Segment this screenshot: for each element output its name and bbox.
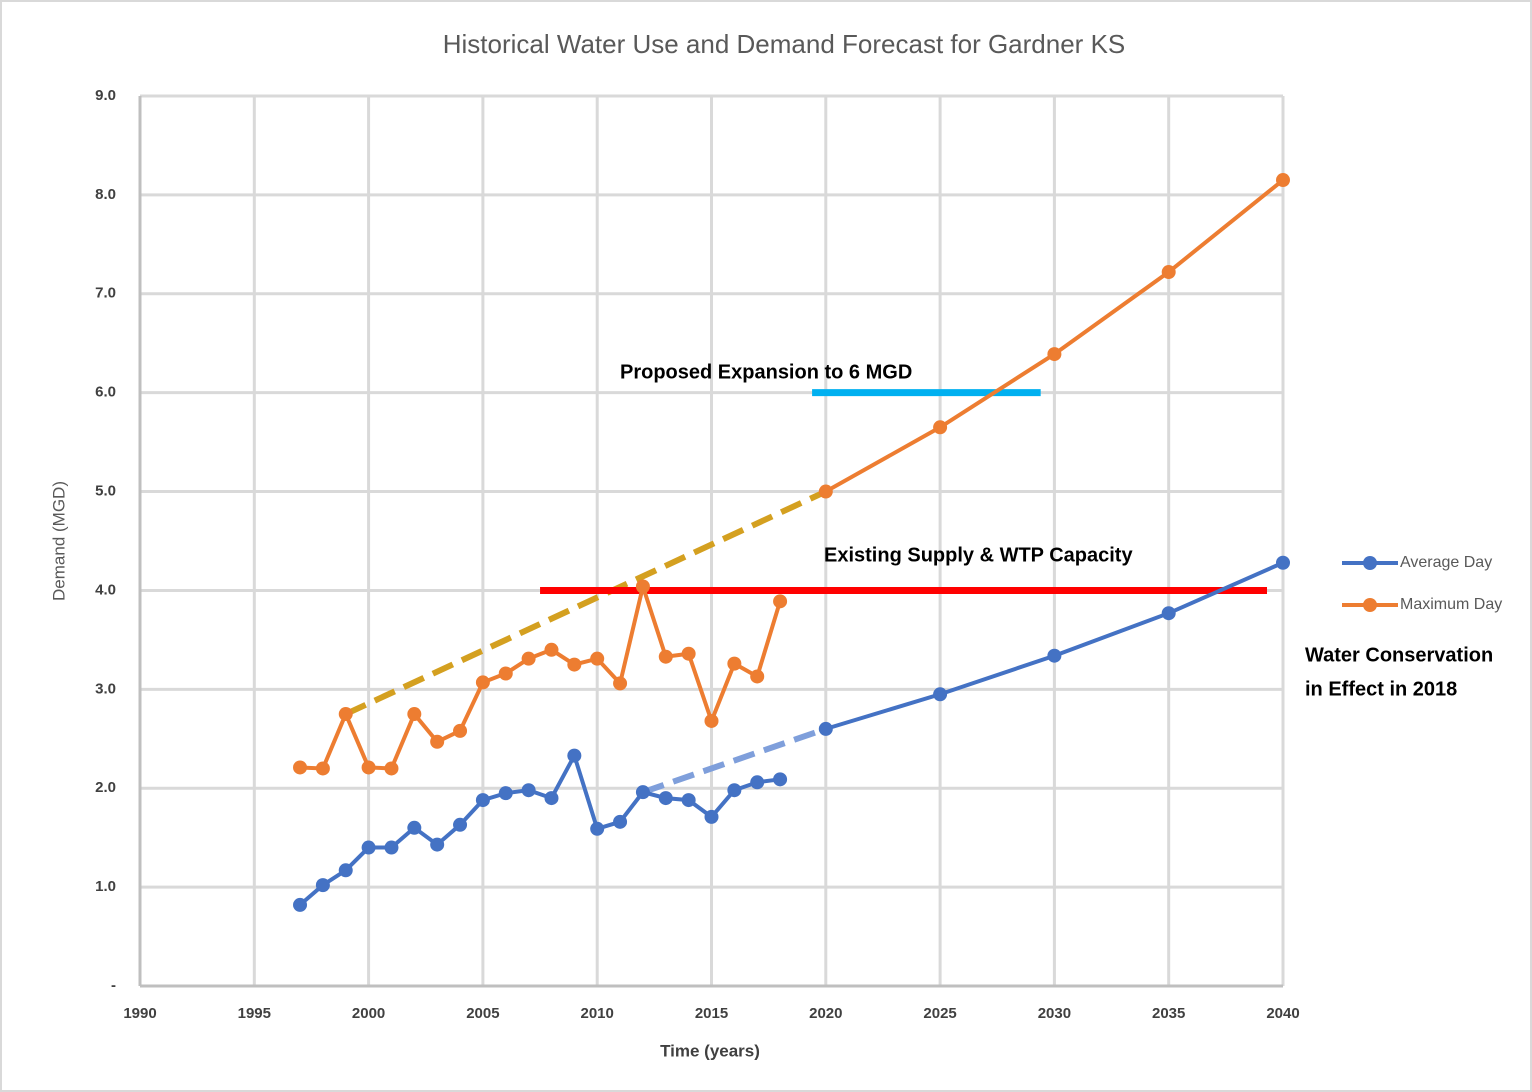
- x-tick-label: 2040: [1266, 1005, 1299, 1022]
- marker: [704, 809, 719, 824]
- reference-line: [641, 726, 827, 796]
- y-tick-label: 2.0: [95, 779, 116, 796]
- marker: [613, 676, 628, 691]
- marker: [430, 837, 445, 852]
- y-tick-label: 1.0: [95, 878, 116, 895]
- marker: [407, 707, 422, 722]
- x-tick-label: 2000: [352, 1005, 385, 1022]
- marker: [1276, 173, 1290, 188]
- marker: [453, 723, 468, 738]
- y-axis-label: Demand (MGD): [49, 481, 68, 601]
- marker: [818, 484, 833, 499]
- x-tick-label: 1995: [238, 1005, 271, 1022]
- marker: [498, 786, 513, 801]
- marker: [681, 793, 696, 808]
- y-tick-label: 3.0: [95, 680, 116, 697]
- y-tick-label: 4.0: [95, 581, 116, 598]
- marker: [361, 840, 376, 855]
- x-tick-label: 2025: [923, 1005, 956, 1022]
- marker: [933, 420, 948, 435]
- marker: [1161, 265, 1176, 280]
- y-tick-label: 6.0: [95, 384, 116, 401]
- marker: [567, 657, 582, 672]
- marker: [293, 760, 308, 775]
- marker: [521, 783, 536, 798]
- marker: [773, 594, 788, 609]
- x-axis-label: Time (years): [660, 1041, 760, 1060]
- legend-marker: [1363, 556, 1377, 570]
- marker: [681, 646, 696, 661]
- marker: [658, 791, 673, 806]
- marker: [498, 666, 513, 681]
- legend-label: Average Day: [1400, 554, 1492, 571]
- marker: [338, 707, 353, 722]
- marker: [818, 721, 833, 736]
- x-tick-label: 1990: [123, 1005, 156, 1022]
- marker: [315, 878, 330, 893]
- marker: [384, 761, 399, 776]
- marker: [658, 649, 673, 664]
- x-tick-label: 2005: [466, 1005, 499, 1022]
- x-tick-label: 2010: [581, 1005, 614, 1022]
- marker: [293, 897, 308, 912]
- y-tick-label: 7.0: [95, 285, 116, 302]
- annotation: Water Conservation: [1305, 644, 1493, 666]
- annotation: Proposed Expansion to 6 MGD: [620, 361, 912, 383]
- y-tick-label: 8.0: [95, 186, 116, 203]
- marker: [613, 814, 628, 829]
- x-tick-label: 2030: [1038, 1005, 1071, 1022]
- marker: [590, 651, 605, 666]
- marker: [361, 760, 376, 775]
- marker: [430, 734, 445, 749]
- x-tick-label: 2035: [1152, 1005, 1185, 1022]
- marker: [315, 761, 330, 776]
- marker: [590, 821, 605, 836]
- marker: [338, 863, 353, 878]
- marker: [1047, 347, 1062, 362]
- y-tick-label: 9.0: [95, 87, 116, 104]
- y-tick-label: 5.0: [95, 483, 116, 500]
- annotation: Existing Supply & WTP Capacity: [824, 544, 1133, 566]
- annotation: in Effect in 2018: [1305, 678, 1457, 700]
- marker: [704, 713, 719, 728]
- marker: [453, 817, 468, 832]
- marker: [750, 775, 765, 790]
- marker: [544, 642, 559, 657]
- marker: [635, 579, 650, 594]
- chart-title: Historical Water Use and Demand Forecast…: [443, 29, 1126, 59]
- x-tick-label: 2015: [695, 1005, 728, 1022]
- marker: [521, 651, 536, 666]
- marker: [635, 785, 650, 800]
- y-tick-label: -: [111, 977, 116, 994]
- legend-marker: [1363, 598, 1377, 612]
- marker: [727, 656, 742, 671]
- marker: [384, 840, 399, 855]
- marker: [407, 820, 422, 835]
- marker: [1276, 555, 1290, 570]
- legend-label: Maximum Day: [1400, 596, 1502, 613]
- marker: [1047, 648, 1062, 663]
- marker: [933, 687, 948, 702]
- marker: [567, 748, 582, 763]
- marker: [727, 783, 742, 798]
- marker: [475, 793, 490, 808]
- marker: [773, 772, 788, 787]
- marker: [475, 675, 490, 690]
- x-tick-label: 2020: [809, 1005, 842, 1022]
- reference-line: [344, 488, 828, 717]
- marker: [1161, 606, 1176, 621]
- marker: [544, 791, 559, 806]
- marker: [750, 669, 765, 684]
